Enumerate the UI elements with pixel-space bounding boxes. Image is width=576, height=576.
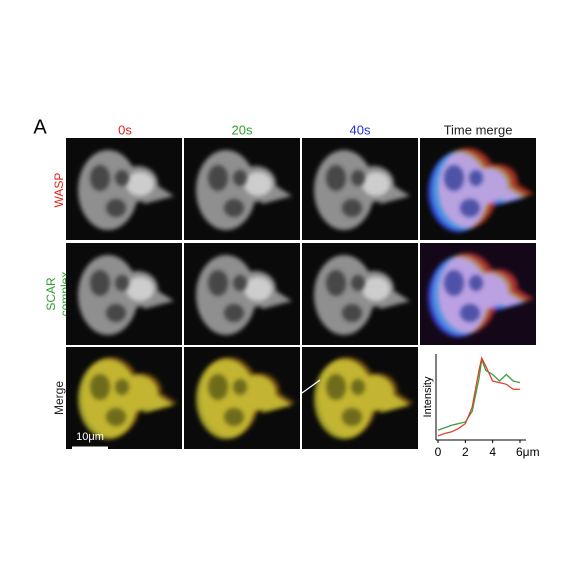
bright-region bbox=[244, 172, 272, 196]
micrograph bbox=[302, 138, 418, 240]
micrograph bbox=[302, 347, 418, 449]
intensity-chart: Intensity 0 2 4 6μm bbox=[420, 347, 540, 459]
panel-label: A bbox=[33, 116, 47, 138]
micrograph bbox=[66, 138, 182, 240]
micrograph bbox=[420, 243, 536, 345]
x-tick-label: 0 bbox=[435, 445, 442, 459]
image-grid bbox=[66, 138, 536, 449]
x-tick-label: 2 bbox=[462, 445, 469, 459]
series-line bbox=[437, 356, 520, 437]
micrograph bbox=[66, 347, 182, 449]
column-header: 20s bbox=[232, 122, 253, 137]
column-header: Time merge bbox=[444, 122, 513, 137]
series-line bbox=[437, 357, 521, 431]
x-tick-label: 6μm bbox=[516, 445, 540, 459]
bright-region bbox=[362, 172, 390, 196]
micrograph bbox=[420, 138, 536, 240]
micrograph bbox=[302, 243, 418, 345]
row-label: Merge bbox=[52, 381, 66, 415]
column-header: 40s bbox=[350, 122, 371, 137]
column-header: 0s bbox=[118, 122, 132, 137]
scale-bar-label: 10μm bbox=[76, 431, 104, 443]
profile-line bbox=[301, 379, 321, 394]
micrograph bbox=[66, 243, 182, 345]
micrograph bbox=[184, 243, 300, 345]
row-label: WASP bbox=[52, 173, 66, 208]
bright-region bbox=[244, 277, 272, 301]
row-label: SCAR bbox=[44, 277, 58, 311]
x-tick-label: 4 bbox=[489, 445, 496, 459]
bright-region bbox=[126, 277, 154, 301]
bright-region bbox=[126, 172, 154, 196]
bright-region bbox=[362, 277, 390, 301]
plot-area bbox=[420, 347, 536, 449]
micrograph bbox=[184, 347, 300, 449]
y-axis-label: Intensity bbox=[422, 376, 434, 417]
micrograph bbox=[184, 138, 300, 240]
